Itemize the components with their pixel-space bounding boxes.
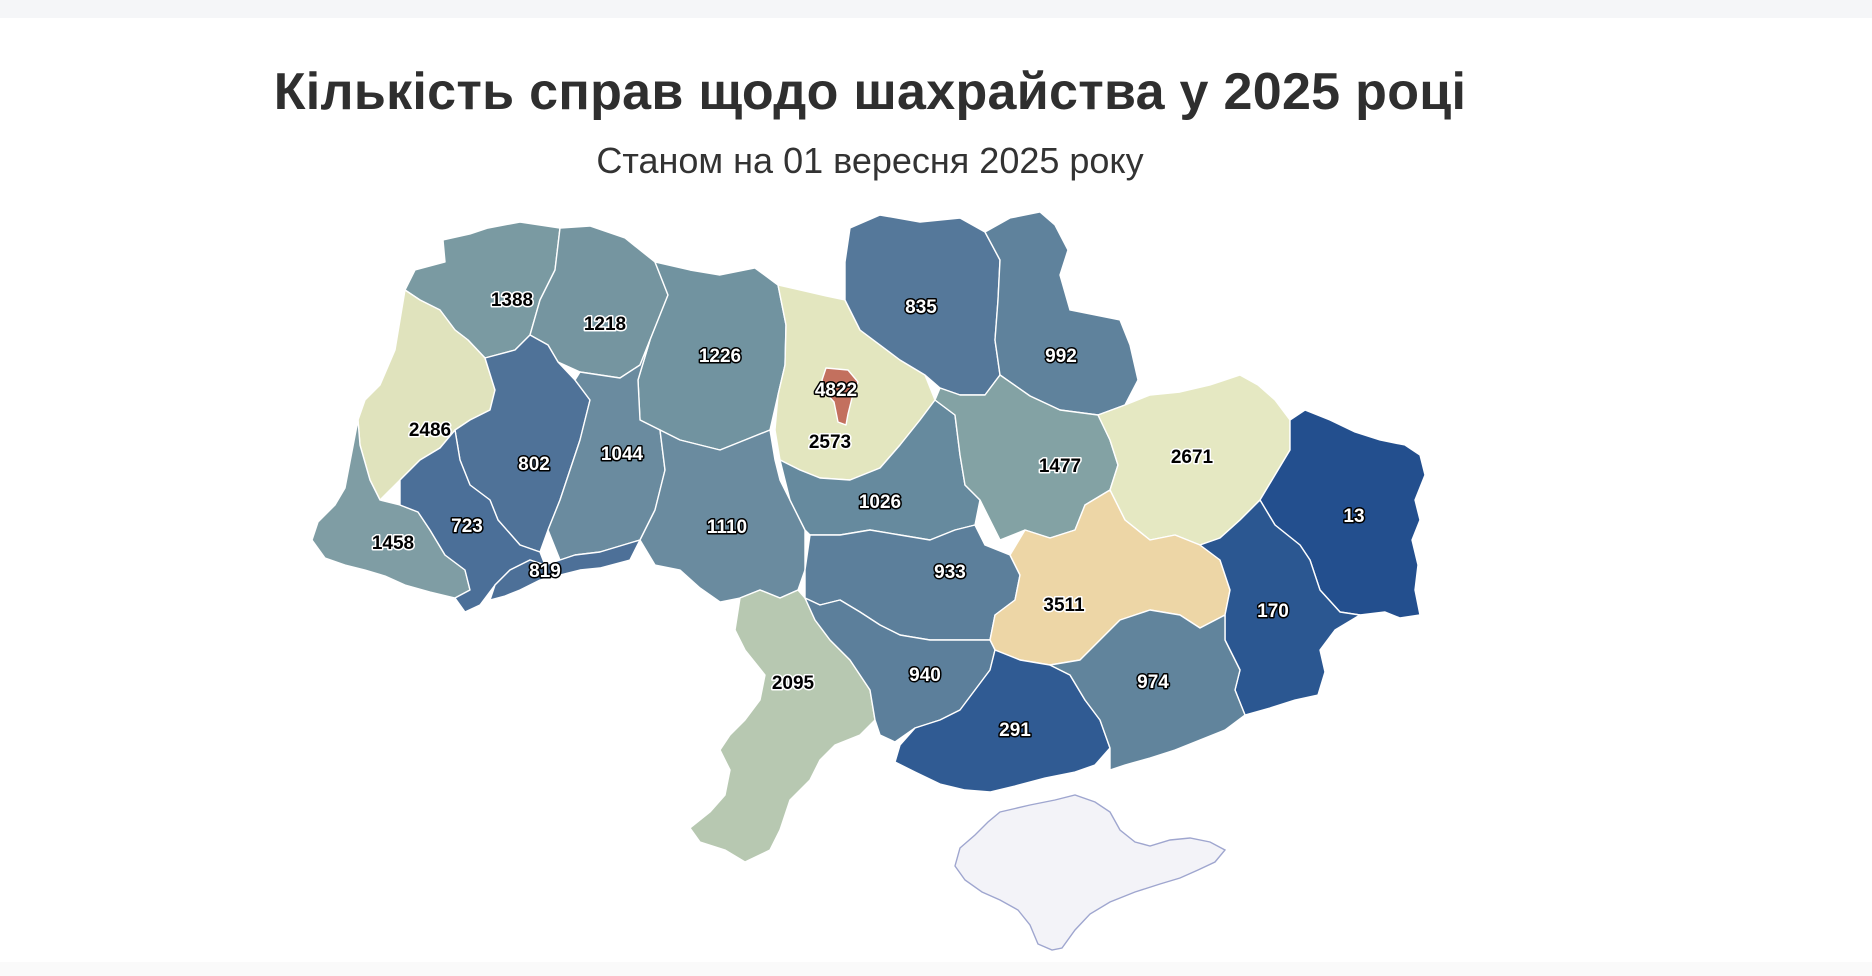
region-value-label: 2095 [772, 673, 815, 694]
regions-layer [311, 211, 1426, 951]
region-value-label: 974 [1137, 672, 1169, 693]
labels-layer: 1388 1218 1226 4822 2573 835 992 2486 802 1044 145… [370, 289, 1366, 743]
region-value-label: 1477 [1039, 456, 1081, 477]
region-value-label: 1458 [372, 533, 414, 554]
map-region[interactable] [489, 539, 641, 601]
map-region[interactable] [1049, 609, 1246, 771]
region-value-label: 2671 [1171, 447, 1214, 468]
bottom-strip [0, 962, 1872, 976]
region-value-label: 170 [1257, 601, 1289, 622]
map-region[interactable] [984, 211, 1139, 416]
region-value-label: 933 [934, 562, 966, 583]
region-value-label: 992 [1045, 346, 1077, 367]
region-value-label: 1026 [859, 492, 901, 513]
region-value-label: 802 [518, 454, 550, 475]
region-value-label: 1218 [584, 314, 626, 335]
region-value-label: 940 [909, 665, 941, 686]
region-value-label: 13 [1343, 506, 1364, 527]
region-value-label: 291 [999, 720, 1031, 741]
map-title: Кількість справ щодо шахрайства у 2025 р… [273, 63, 1467, 121]
region-value-label: 835 [905, 297, 937, 318]
crimea-region [954, 794, 1227, 951]
region-value-label: 3511 [1043, 595, 1085, 616]
map-region[interactable] [821, 367, 859, 426]
region-value-label: 1388 [491, 290, 533, 311]
region-value-label: 723 [451, 516, 483, 537]
region-value-label: 4822 [815, 380, 857, 401]
region-value-label: 2486 [409, 420, 451, 441]
top-strip [0, 0, 1872, 18]
map-subtitle: Станом на 01 вересня 2025 року [596, 140, 1144, 181]
region-value-label: 1226 [699, 346, 741, 367]
region-value-label: 2573 [809, 432, 851, 453]
map-region[interactable] [311, 419, 471, 599]
region-value-label: 1110 [707, 517, 747, 538]
region-value-label: 819 [529, 561, 561, 582]
map-region[interactable] [639, 429, 806, 603]
region-value-label: 1044 [601, 444, 644, 465]
